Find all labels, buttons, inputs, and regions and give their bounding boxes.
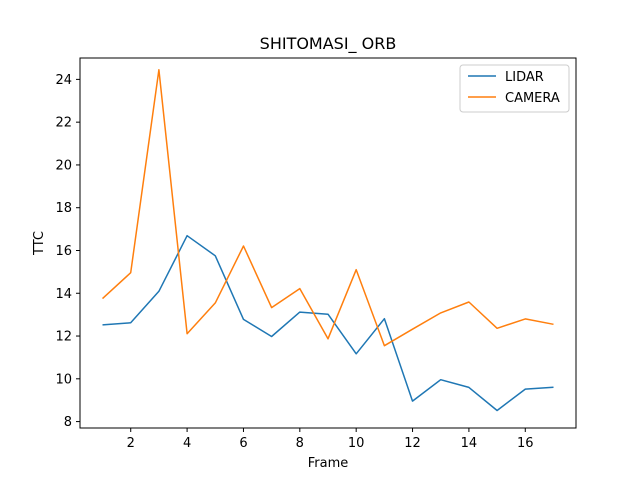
x-tick-label: 4 bbox=[183, 436, 191, 451]
x-tick-label: 16 bbox=[517, 436, 534, 451]
y-axis-label: TTC bbox=[32, 231, 47, 256]
y-tick-label: 20 bbox=[55, 158, 72, 173]
x-tick-label: 14 bbox=[461, 436, 478, 451]
y-tick-label: 8 bbox=[64, 415, 72, 430]
series-lines bbox=[101, 69, 554, 412]
x-tick-label: 12 bbox=[404, 436, 421, 451]
x-tick-label: 10 bbox=[348, 436, 365, 451]
y-tick-label: 24 bbox=[55, 73, 72, 88]
y-tick-label: 10 bbox=[55, 372, 72, 387]
chart-title: SHITOMASI_ ORB bbox=[260, 34, 397, 54]
y-tick-label: 12 bbox=[55, 330, 72, 345]
y-axis-ticks: 8 10 12 14 16 18 20 22 24 bbox=[55, 73, 80, 430]
x-tick-label: 2 bbox=[127, 436, 135, 451]
legend-label-lidar: LIDAR bbox=[505, 70, 544, 85]
x-tick-label: 8 bbox=[296, 436, 304, 451]
y-tick-label: 22 bbox=[55, 116, 72, 131]
y-tick-label: 16 bbox=[55, 244, 72, 259]
legend: LIDAR CAMERA bbox=[459, 64, 570, 113]
x-axis-ticks: 2 4 6 8 10 12 14 16 bbox=[127, 428, 534, 451]
y-tick-label: 14 bbox=[55, 287, 72, 302]
series-line-camera bbox=[101, 69, 554, 347]
x-tick-label: 6 bbox=[239, 436, 247, 451]
plot-frame bbox=[79, 57, 577, 429]
x-axis-label: Frame bbox=[308, 456, 349, 471]
y-tick-label: 18 bbox=[55, 201, 72, 216]
legend-label-camera: CAMERA bbox=[505, 91, 560, 106]
plot-area bbox=[80, 58, 576, 428]
series-line-lidar bbox=[102, 234, 554, 412]
